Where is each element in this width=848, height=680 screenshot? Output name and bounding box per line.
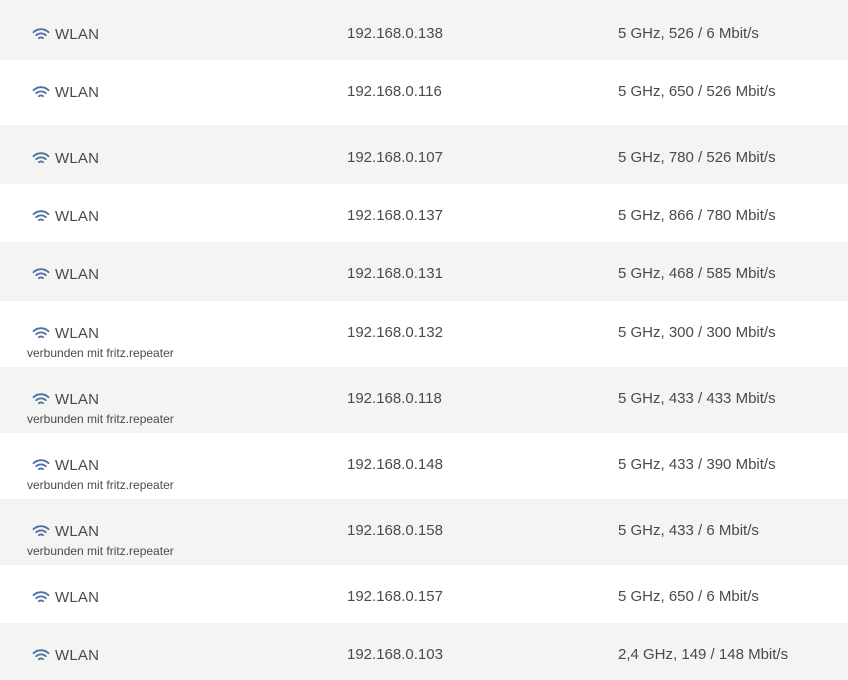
connection-rate: 5 GHz, 866 / 780 Mbit/s [618, 207, 776, 224]
list-item[interactable]: WLAN 192.168.0.138 5 GHz, 526 / 6 Mbit/s [0, 0, 848, 60]
repeater-note: verbunden mit fritz.repeater [27, 346, 174, 360]
connection-cell: WLAN [32, 148, 99, 168]
connection-rate: 5 GHz, 650 / 526 Mbit/s [618, 83, 776, 100]
wifi-icon [32, 210, 50, 222]
connection-type-label: WLAN [55, 390, 100, 408]
connection-type-label: WLAN [55, 456, 100, 474]
connection-rate: 5 GHz, 433 / 433 Mbit/s [618, 390, 776, 407]
ip-address: 192.168.0.132 [347, 324, 443, 341]
list-item[interactable]: WLAN 192.168.0.116 5 GHz, 650 / 526 Mbit… [0, 60, 848, 125]
wifi-icon [32, 649, 50, 661]
connection-type-label: WLAN [55, 646, 100, 664]
connection-type-label: WLAN [55, 149, 100, 167]
repeater-note: verbunden mit fritz.repeater [27, 412, 174, 426]
wifi-icon [32, 393, 50, 405]
wifi-icon [32, 28, 50, 40]
connection-cell: WLAN [32, 389, 99, 409]
connection-type-label: WLAN [55, 265, 100, 283]
list-item[interactable]: WLAN verbunden mit fritz.repeater 192.16… [0, 301, 848, 367]
ip-address: 192.168.0.103 [347, 646, 443, 663]
list-item[interactable]: WLAN 192.168.0.131 5 GHz, 468 / 585 Mbit… [0, 242, 848, 301]
connection-type-label: WLAN [55, 207, 100, 225]
ip-address: 192.168.0.131 [347, 265, 443, 282]
list-item[interactable]: WLAN 192.168.0.157 5 GHz, 650 / 6 Mbit/s [0, 565, 848, 623]
connection-type-label: WLAN [55, 324, 100, 342]
connection-rate: 5 GHz, 526 / 6 Mbit/s [618, 25, 759, 42]
list-item[interactable]: WLAN 192.168.0.137 5 GHz, 866 / 780 Mbit… [0, 184, 848, 242]
wifi-icon [32, 525, 50, 537]
connection-cell: WLAN [32, 264, 99, 284]
repeater-note: verbunden mit fritz.repeater [27, 544, 174, 558]
connection-rate: 5 GHz, 433 / 6 Mbit/s [618, 522, 759, 539]
list-item[interactable]: WLAN verbunden mit fritz.repeater 192.16… [0, 499, 848, 565]
wifi-icon [32, 327, 50, 339]
connection-cell: WLAN [32, 587, 99, 607]
connection-type-label: WLAN [55, 588, 100, 606]
connection-cell: WLAN [32, 455, 99, 475]
connection-rate: 2,4 GHz, 149 / 148 Mbit/s [618, 646, 789, 663]
list-item[interactable]: WLAN verbunden mit fritz.repeater 192.16… [0, 367, 848, 433]
connection-rate: 5 GHz, 468 / 585 Mbit/s [618, 265, 776, 282]
ip-address: 192.168.0.138 [347, 25, 443, 42]
connection-type-label: WLAN [55, 25, 100, 43]
connection-type-label: WLAN [55, 522, 100, 540]
list-item[interactable]: WLAN 192.168.0.107 5 GHz, 780 / 526 Mbit… [0, 125, 848, 184]
connection-cell: WLAN [32, 323, 99, 343]
wifi-icon [32, 152, 50, 164]
list-item[interactable]: WLAN 192.168.0.103 2,4 GHz, 149 / 148 Mb… [0, 623, 848, 680]
wifi-icon [32, 86, 50, 98]
ip-address: 192.168.0.118 [347, 390, 442, 407]
connection-cell: WLAN [32, 645, 99, 665]
connection-rate: 5 GHz, 300 / 300 Mbit/s [618, 324, 776, 341]
connection-cell: WLAN [32, 24, 99, 44]
ip-address: 192.168.0.157 [347, 588, 443, 605]
ip-address: 192.168.0.116 [347, 83, 442, 100]
repeater-note: verbunden mit fritz.repeater [27, 478, 174, 492]
connection-rate: 5 GHz, 650 / 6 Mbit/s [618, 588, 759, 605]
wifi-icon [32, 591, 50, 603]
ip-address: 192.168.0.148 [347, 456, 443, 473]
connection-rate: 5 GHz, 433 / 390 Mbit/s [618, 456, 776, 473]
ip-address: 192.168.0.158 [347, 522, 443, 539]
connection-type-label: WLAN [55, 83, 100, 101]
connection-rate: 5 GHz, 780 / 526 Mbit/s [618, 149, 776, 166]
connection-cell: WLAN [32, 82, 99, 102]
wifi-icon [32, 268, 50, 280]
connection-cell: WLAN [32, 521, 99, 541]
wifi-icon [32, 459, 50, 471]
ip-address: 192.168.0.137 [347, 207, 443, 224]
ip-address: 192.168.0.107 [347, 149, 443, 166]
list-item[interactable]: WLAN verbunden mit fritz.repeater 192.16… [0, 433, 848, 499]
connection-cell: WLAN [32, 206, 99, 226]
